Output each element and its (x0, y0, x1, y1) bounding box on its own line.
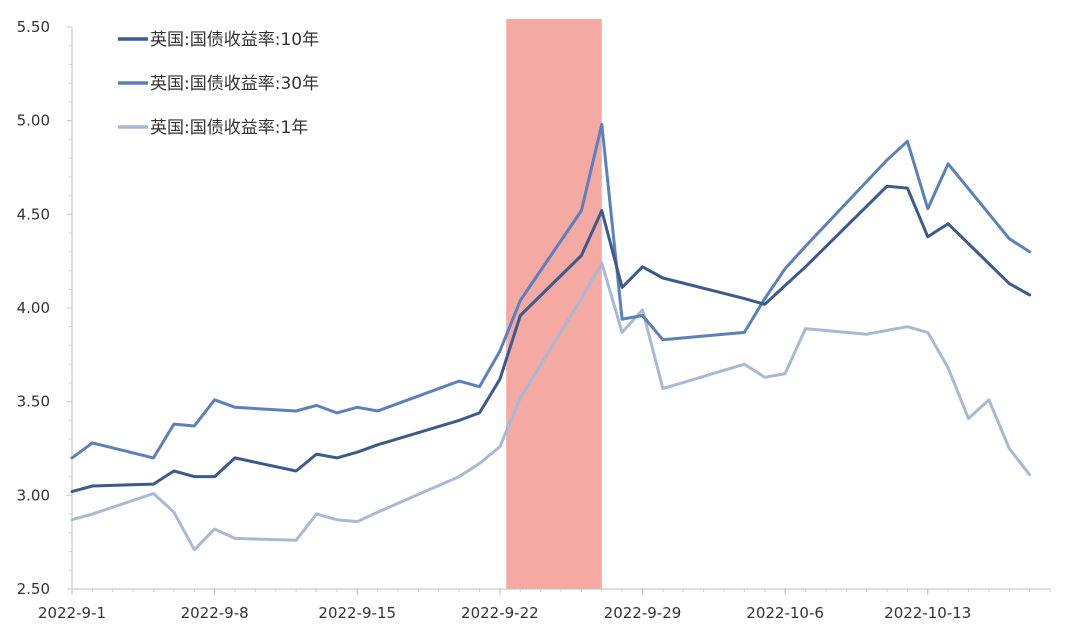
series-line-2 (70, 122, 1032, 460)
series-line-3 (70, 261, 1032, 552)
y-tick-label: 4.00 (17, 299, 50, 317)
x-tick-label: 2022-9-22 (461, 604, 539, 622)
y-tick-label: 5.00 (17, 112, 50, 130)
y-tick-label: 4.50 (17, 205, 50, 223)
y-tick-label: 5.50 (17, 18, 50, 36)
highlight-band-layer (506, 19, 602, 589)
series-lines (70, 122, 1032, 552)
legend-label: 英国:国债收益率:1年 (150, 118, 308, 138)
y-tick-label: 3.50 (17, 393, 50, 411)
highlight-band (506, 19, 602, 589)
y-tick-label: 3.00 (17, 486, 50, 504)
legend-label: 英国:国债收益率:30年 (150, 74, 319, 94)
x-tick-label: 2022-9-8 (181, 604, 249, 622)
x-tick-label: 2022-10-6 (746, 604, 824, 622)
y-tick-label: 2.50 (17, 580, 50, 598)
x-tick-label: 2022-9-29 (604, 604, 682, 622)
series-line-1 (70, 184, 1032, 494)
axes: 2.50 3.00 3.50 4.00 4.50 5.00 5.50 2022-9-1 2022… (17, 18, 1051, 622)
x-tick-label: 2022-9-1 (38, 604, 106, 622)
x-tick-label: 2022-9-15 (318, 604, 396, 622)
legend-label: 英国:国债收益率:10年 (150, 30, 319, 50)
x-tick-label: 2022-10-13 (884, 604, 971, 622)
